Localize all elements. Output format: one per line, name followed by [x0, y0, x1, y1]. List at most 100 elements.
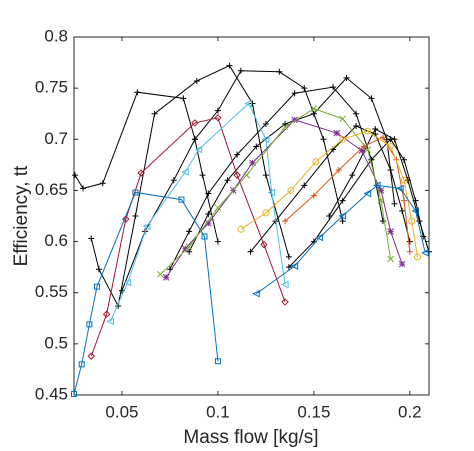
marker	[253, 143, 260, 150]
marker	[99, 180, 106, 187]
marker	[282, 218, 289, 225]
marker	[360, 143, 367, 150]
marker	[285, 264, 292, 271]
marker	[224, 177, 231, 184]
marker	[237, 225, 245, 233]
series-line	[240, 130, 418, 257]
marker	[339, 135, 347, 143]
y-tick-label: 0.55	[35, 282, 68, 301]
series-line	[288, 138, 424, 268]
marker	[400, 176, 408, 184]
marker	[180, 95, 187, 102]
marker	[78, 361, 85, 368]
marker	[391, 200, 398, 207]
marker	[71, 172, 78, 179]
x-tick-label: 0.2	[398, 402, 422, 421]
marker	[301, 182, 308, 189]
marker	[214, 204, 222, 212]
series-line	[110, 102, 286, 322]
series-line	[256, 184, 426, 295]
y-tick-label: 0.6	[44, 231, 68, 250]
marker	[353, 110, 360, 117]
marker	[281, 298, 289, 306]
marker	[368, 95, 375, 102]
marker	[343, 74, 350, 81]
marker	[262, 209, 270, 217]
marker	[262, 120, 269, 127]
y-tick-label: 0.5	[44, 333, 68, 352]
marker	[404, 177, 411, 184]
marker	[285, 253, 292, 260]
marker	[204, 219, 212, 227]
y-axis-label: Efficiency, tt	[11, 165, 32, 266]
series-line	[90, 64, 290, 308]
marker	[312, 158, 320, 166]
marker	[280, 280, 289, 289]
marker	[88, 235, 95, 242]
marker	[339, 218, 346, 225]
marker	[408, 217, 416, 225]
y-tick-label: 0.75	[35, 78, 68, 97]
marker	[353, 122, 360, 129]
marker	[310, 105, 318, 112]
marker	[401, 156, 408, 163]
marker	[267, 188, 276, 197]
marker	[391, 136, 398, 143]
marker	[249, 159, 256, 167]
marker	[102, 310, 111, 318]
marker	[377, 197, 385, 205]
marker	[249, 100, 256, 107]
x-tick-label: 0.15	[297, 402, 330, 421]
marker	[401, 197, 408, 204]
marker	[191, 119, 199, 127]
marker	[291, 90, 298, 97]
marker	[338, 212, 347, 220]
marker	[358, 147, 366, 154]
marker	[199, 172, 206, 179]
y-tick-label: 0.8	[44, 26, 68, 45]
series-line	[284, 136, 411, 252]
marker	[106, 317, 114, 326]
marker	[243, 171, 251, 179]
marker	[214, 358, 221, 365]
marker	[413, 253, 421, 261]
marker	[205, 210, 212, 217]
series-line	[169, 86, 384, 270]
marker	[339, 115, 347, 123]
marker	[333, 129, 341, 137]
marker	[377, 187, 385, 194]
marker	[406, 238, 413, 245]
marker	[363, 189, 372, 198]
marker	[181, 168, 189, 176]
y-tick-label: 0.65	[35, 180, 68, 199]
marker	[134, 89, 141, 96]
marker	[372, 126, 379, 133]
marker	[310, 192, 317, 199]
marker	[320, 136, 327, 143]
marker	[170, 177, 177, 184]
marker	[71, 390, 77, 397]
marker	[373, 181, 381, 190]
marker	[191, 136, 198, 143]
marker	[387, 227, 394, 235]
series-line	[160, 108, 392, 275]
marker	[379, 218, 386, 225]
marker	[252, 289, 260, 298]
marker	[276, 68, 283, 75]
marker	[237, 67, 244, 74]
marker	[310, 110, 317, 117]
marker	[186, 248, 193, 255]
marker	[80, 185, 87, 192]
marker	[364, 127, 372, 135]
marker	[194, 145, 203, 154]
marker	[326, 213, 333, 219]
marker	[339, 197, 346, 204]
marker	[87, 352, 95, 360]
marker	[287, 186, 295, 194]
marker	[201, 233, 208, 240]
marker	[291, 116, 299, 124]
marker	[122, 215, 130, 223]
x-axis-label: Mass flow [kg/s]	[183, 427, 318, 448]
marker	[399, 207, 406, 214]
